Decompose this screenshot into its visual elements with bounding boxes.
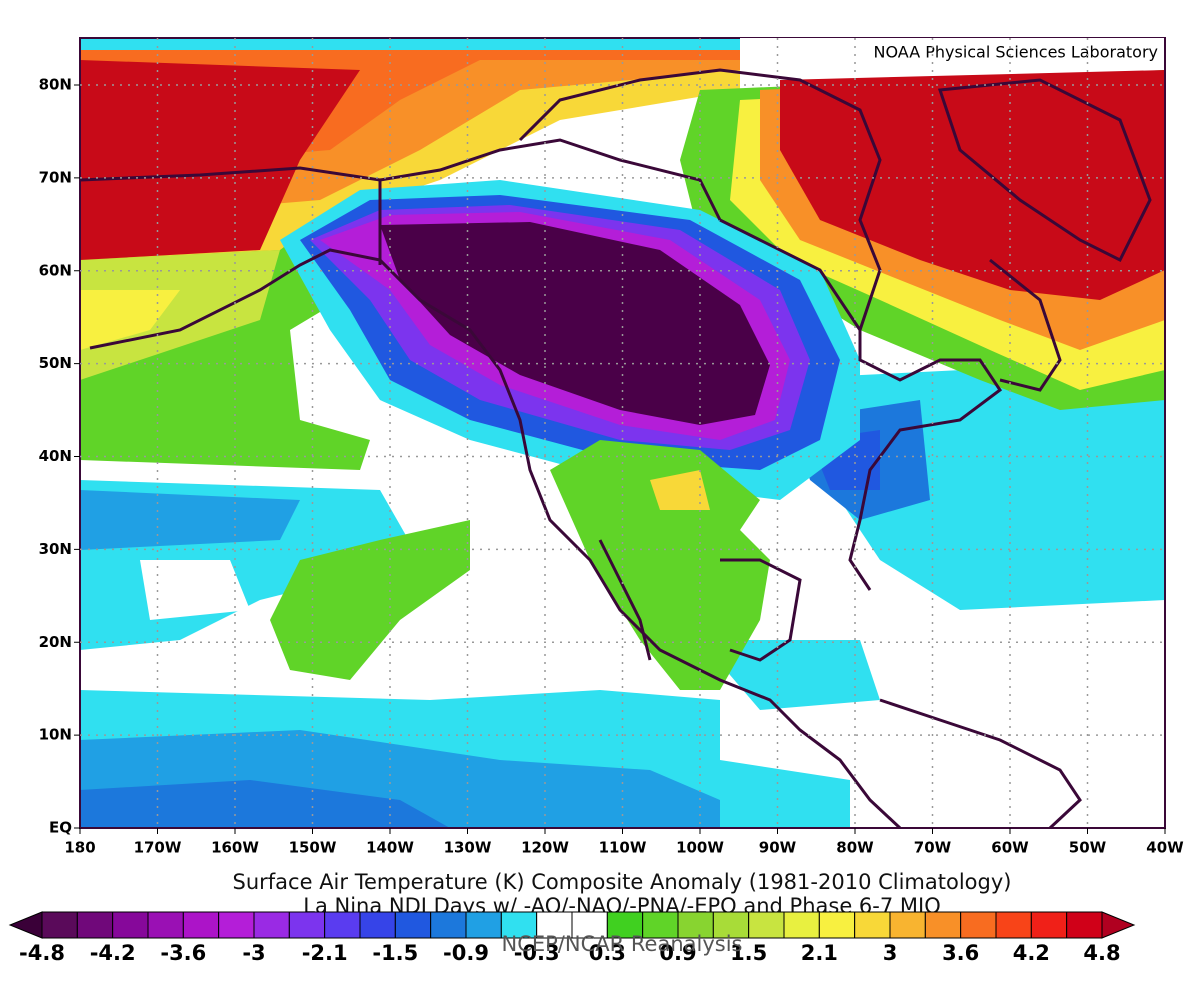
colorbar-box bbox=[112, 911, 149, 939]
colorbar-box bbox=[288, 911, 326, 939]
colorbar-box bbox=[571, 911, 608, 939]
colorbar-box bbox=[324, 911, 361, 939]
colorbar-box bbox=[1066, 911, 1103, 939]
colorbar-box bbox=[924, 911, 962, 939]
x-tick-label: 130W bbox=[444, 839, 492, 857]
colorbar-box bbox=[642, 911, 679, 939]
colorbar-box bbox=[748, 911, 785, 939]
map-field bbox=[80, 38, 1165, 828]
colorbar-label: 0.9 bbox=[659, 941, 696, 965]
x-tick-label: 90W bbox=[759, 839, 797, 857]
colorbar-box bbox=[854, 911, 891, 939]
colorbar-label: 3 bbox=[883, 941, 898, 965]
x-tick-label: 100W bbox=[676, 839, 724, 857]
caption-source: NCEP/NCAR Reanalysis bbox=[502, 932, 743, 956]
colorbar-box bbox=[359, 911, 396, 939]
colorbar-box bbox=[783, 911, 820, 939]
colorbar-label: -3.6 bbox=[160, 941, 206, 965]
colorbar-label: 4.2 bbox=[1013, 941, 1050, 965]
colorbar-box bbox=[394, 911, 432, 939]
x-tick-label: 110W bbox=[599, 839, 647, 857]
colorbar-under bbox=[8, 911, 43, 939]
colorbar-over bbox=[1101, 911, 1136, 939]
colorbar-label: -0.3 bbox=[514, 941, 560, 965]
colorbar-box bbox=[76, 911, 114, 939]
colorbar-box bbox=[253, 911, 290, 939]
colorbar-box bbox=[41, 911, 78, 939]
colorbar-box bbox=[712, 911, 750, 939]
colorbar-box bbox=[889, 911, 926, 939]
colorbar-label: -4.2 bbox=[90, 941, 136, 965]
colorbar-label: 0.3 bbox=[589, 941, 626, 965]
y-tick-label: 10N bbox=[39, 726, 72, 744]
colorbar-box bbox=[960, 911, 997, 939]
x-tick-label: 170W bbox=[134, 839, 182, 857]
colorbar-box bbox=[606, 911, 644, 939]
colorbar-box bbox=[1030, 911, 1068, 939]
caption-title: Surface Air Temperature (K) Composite An… bbox=[233, 870, 1012, 894]
colorbar-box bbox=[995, 911, 1032, 939]
y-tick-label: 50N bbox=[39, 354, 72, 372]
colorbar-box bbox=[218, 911, 255, 939]
colorbar-label: -2.1 bbox=[302, 941, 348, 965]
y-tick-label: EQ bbox=[49, 819, 72, 837]
colorbar-box bbox=[818, 911, 856, 939]
y-tick-label: 70N bbox=[39, 168, 72, 186]
x-tick-label: 60W bbox=[991, 839, 1029, 857]
credit-box bbox=[740, 38, 1164, 68]
x-tick-label: 50W bbox=[1069, 839, 1107, 857]
y-tick-label: 30N bbox=[39, 540, 72, 558]
credit: NOAA Physical Sciences Laboratory bbox=[874, 43, 1158, 62]
y-tick-label: 60N bbox=[39, 261, 72, 279]
y-tick-label: 40N bbox=[39, 447, 72, 465]
x-tick-label: 70W bbox=[914, 839, 952, 857]
x-tick-label: 160W bbox=[211, 839, 259, 857]
x-tick-label: 180 bbox=[64, 839, 95, 857]
colorbar-label: -4.8 bbox=[19, 941, 65, 965]
colorbar-label: 4.8 bbox=[1083, 941, 1120, 965]
colorbar-box bbox=[536, 911, 573, 939]
colorbar-box bbox=[182, 911, 220, 939]
colorbar-box bbox=[465, 911, 502, 939]
colorbar-label: 3.6 bbox=[942, 941, 979, 965]
x-tick-label: 80W bbox=[836, 839, 874, 857]
x-tick-label: 40W bbox=[1146, 839, 1184, 857]
x-tick-label: 120W bbox=[521, 839, 569, 857]
colorbar-box bbox=[147, 911, 184, 939]
colorbar-label: -1.5 bbox=[372, 941, 418, 965]
coastlines bbox=[79, 68, 1152, 830]
x-tick-label: 150W bbox=[289, 839, 337, 857]
y-tick-label: 80N bbox=[39, 76, 72, 94]
x-tick-label: 140W bbox=[366, 839, 414, 857]
colorbar-label: 2.1 bbox=[801, 941, 838, 965]
colorbar-label: 1.5 bbox=[730, 941, 767, 965]
y-tick-label: 20N bbox=[39, 633, 72, 651]
colorbar-box bbox=[677, 911, 714, 939]
colorbar-box bbox=[430, 911, 467, 939]
colorbar-label: -0.9 bbox=[443, 941, 489, 965]
colorbar-label: -3 bbox=[242, 941, 265, 965]
